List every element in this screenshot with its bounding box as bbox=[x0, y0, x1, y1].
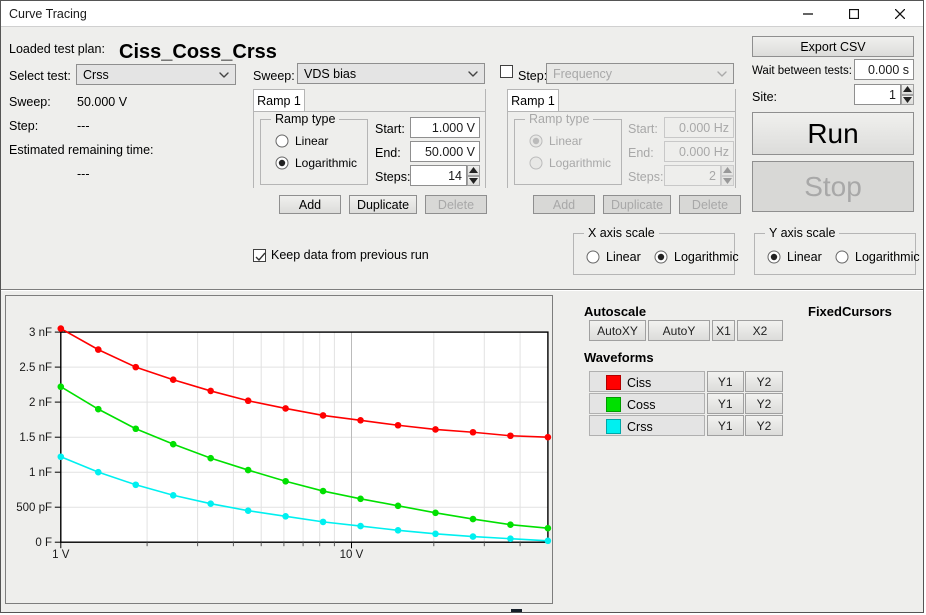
svg-text:2 nF: 2 nF bbox=[29, 397, 52, 409]
svg-text:0 F: 0 F bbox=[35, 537, 52, 549]
svg-text:1.5 nF: 1.5 nF bbox=[19, 432, 52, 444]
svg-text:1 nF: 1 nF bbox=[29, 467, 52, 479]
svg-text:10 V: 10 V bbox=[340, 549, 364, 561]
svg-text:500 pF: 500 pF bbox=[16, 502, 52, 514]
svg-text:1 V: 1 V bbox=[52, 549, 70, 561]
svg-text:2.5 nF: 2.5 nF bbox=[19, 362, 52, 374]
svg-text:3 nF: 3 nF bbox=[29, 327, 52, 339]
